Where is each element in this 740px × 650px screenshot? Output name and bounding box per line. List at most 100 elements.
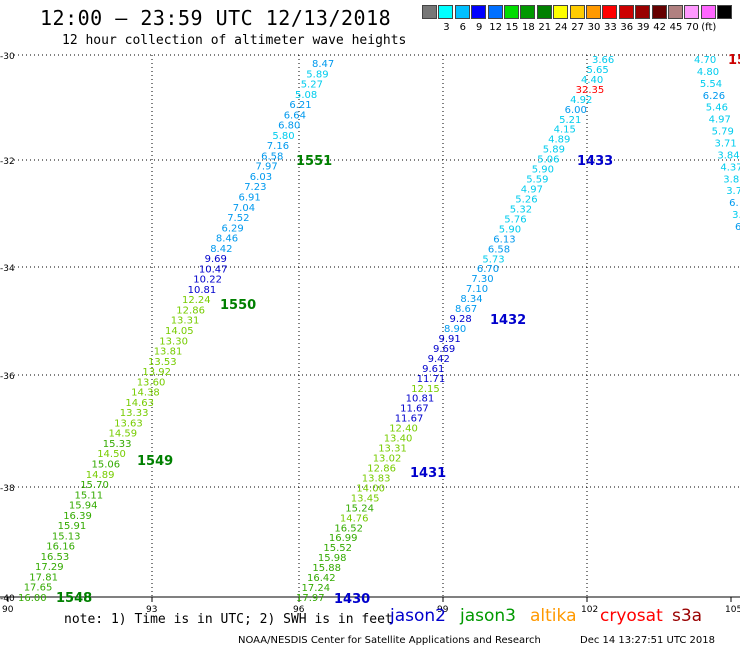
track-value-right: 6 (735, 222, 740, 233)
track-value-middle: 15.98 (318, 553, 347, 564)
color-swatch (618, 5, 634, 19)
track-value-left: 6.80 (278, 121, 300, 132)
lat-label: -36 (0, 372, 15, 382)
track-value-left: 16.16 (46, 542, 75, 553)
color-swatch (700, 5, 716, 19)
track-value-middle: 4.89 (548, 135, 570, 146)
note-text: note: 1) Time is in UTC; 2) SWH is in fe… (64, 612, 393, 627)
lat-label: -30 (0, 52, 15, 62)
track-value-middle: 17.97 (296, 593, 325, 604)
track-value-middle: 8.67 (455, 304, 477, 315)
track-value-left: 13.60 (137, 377, 166, 388)
track-value-right: 6. (729, 198, 739, 209)
color-scale-label: 21 (538, 22, 552, 33)
track-value-right: 6.26 (703, 91, 725, 102)
color-scale-label: 30 (587, 22, 601, 33)
track-value-middle: 12.86 (367, 464, 396, 475)
track-value-middle: 13.83 (362, 473, 391, 484)
track-value-middle: 9.42 (428, 354, 450, 365)
color-scale-label: 12 (489, 22, 502, 33)
track-value-left: 9.69 (205, 254, 227, 265)
lat-label: -38 (0, 484, 15, 494)
color-swatch (684, 5, 700, 19)
track-value-left: 14.63 (125, 398, 154, 409)
pass-labels: 1551 1550 1549 1548 1433 1432 1431 1430 15 (56, 53, 740, 607)
pass-time-label: 15 (728, 53, 740, 68)
track-value-middle: 16.42 (307, 573, 336, 584)
pass-time-label: 1433 (577, 154, 613, 169)
map-title: 12:00 – 23:59 UTC 12/13/2018 (40, 6, 392, 30)
color-scale-label: 36 (620, 22, 634, 33)
track-value-middle: 15.52 (323, 543, 352, 554)
track-value-left: 16.39 (63, 511, 92, 522)
track-value-middle: 6.00 (565, 105, 587, 116)
color-swatch (717, 5, 733, 19)
track-value-middle: 9.61 (422, 364, 444, 375)
track-value-left: 13.81 (154, 347, 183, 358)
color-swatch (651, 5, 667, 19)
footer-timestamp: Dec 14 13:27:51 UTC 2018 (580, 635, 715, 646)
lon-label: 96 (293, 605, 305, 615)
track-value-middle: 5.21 (559, 115, 581, 126)
track-value-left: 14.89 (86, 470, 115, 481)
track-value-right: 4.70 (694, 55, 716, 66)
track-value-middle: 32.35 (576, 85, 605, 96)
track-value-middle: 4.97 (521, 185, 543, 196)
color-scale-label: 18 (522, 22, 535, 33)
track-value-right: 4.80 (697, 67, 719, 78)
color-swatch (668, 5, 683, 19)
track-value-middle: 7.30 (471, 274, 493, 285)
color-swatch (487, 5, 503, 19)
track-value-left: 7.52 (227, 213, 249, 224)
track-value-middle: 5.73 (482, 254, 504, 265)
pass-time-label: 1549 (137, 454, 173, 469)
pass-time-label: 1550 (220, 298, 256, 313)
track-value-middle: 13.45 (351, 493, 380, 504)
pass-time-label: 1548 (56, 591, 92, 606)
track-value-left: 6.91 (239, 193, 261, 204)
color-swatch (422, 5, 437, 19)
track-value-right: 3. (732, 210, 740, 221)
track-value-left: 5.80 (272, 131, 294, 142)
track-value-left: 15.11 (75, 490, 104, 501)
track-value-left: 5.89 (306, 69, 328, 80)
track-value-left: 8.46 (216, 234, 238, 245)
legend-altika: altika (530, 606, 577, 626)
satellite-tracks: 8.475.895.275.086.216.646.805.807.166.58… (18, 55, 740, 604)
track-value-middle: 9.28 (450, 314, 472, 325)
track-value-left: 17.29 (35, 562, 64, 573)
color-scale-label: 3 (443, 22, 450, 33)
track-value-left: 6.03 (250, 172, 272, 183)
pass-time-label: 1431 (410, 466, 446, 481)
color-scale-label: 15 (505, 22, 519, 33)
track-value-left: 7.16 (267, 141, 289, 152)
track-value-right: 5.46 (706, 103, 728, 114)
track-value-left: 14.59 (109, 429, 138, 440)
color-scale-label: 42 (653, 22, 666, 33)
track-value-left: 15.33 (103, 439, 132, 450)
color-scale-label: 33 (604, 22, 617, 33)
map-subtitle: 12 hour collection of altimeter wave hei… (62, 33, 407, 48)
track-value-left: 13.30 (159, 336, 188, 347)
track-value-middle: 7.10 (466, 284, 488, 295)
lon-label: 102 (581, 605, 598, 615)
color-swatch (569, 5, 585, 19)
track-value-left: 7.23 (244, 182, 266, 193)
track-value-left: 13.63 (114, 418, 143, 429)
lon-label: 105 (725, 605, 740, 615)
color-scale-label: 9 (476, 22, 483, 33)
track-value-left: 13.31 (171, 316, 200, 327)
track-value-left: 14.05 (165, 326, 194, 337)
track-value-right: 4.37 (720, 162, 740, 173)
track-value-middle: 3.66 (592, 55, 614, 66)
track-value-left: 13.33 (120, 408, 149, 419)
track-value-middle: 13.02 (373, 454, 402, 465)
lon-label: 93 (146, 605, 157, 615)
color-swatch (454, 5, 470, 19)
track-value-left: 13.53 (148, 357, 177, 368)
track-value-right: 4.97 (709, 115, 731, 126)
track-value-left: 10.22 (193, 275, 222, 286)
pass-time-label: 1551 (296, 154, 332, 169)
track-value-left: 15.13 (52, 531, 81, 542)
track-value-middle: 11.71 (417, 374, 446, 385)
